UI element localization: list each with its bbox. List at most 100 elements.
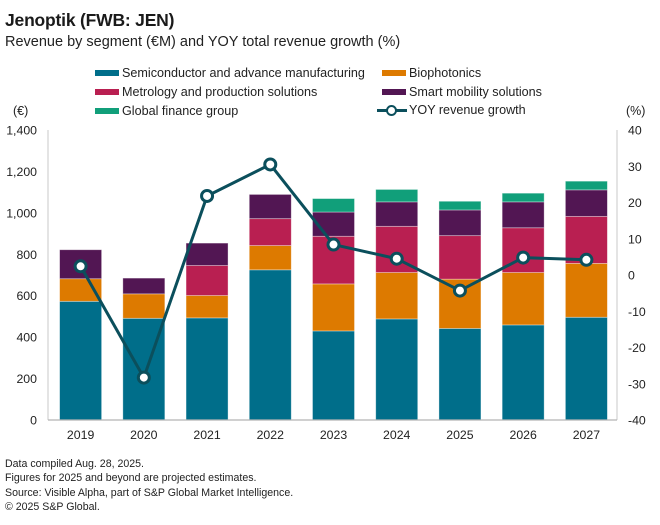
legend-item-yoy-growth: YOY revenue growth bbox=[377, 103, 526, 117]
bar-stack-2020 bbox=[122, 277, 166, 421]
right-axis-ticks: -40 -30 -20 -10 0 10 20 30 40 bbox=[628, 124, 646, 428]
left-axis-tick-label: 1,000 bbox=[6, 206, 37, 220]
bar-stack-2027 bbox=[564, 180, 608, 421]
bar-stack-2019 bbox=[59, 249, 103, 421]
bar-segment bbox=[438, 235, 482, 280]
left-axis-tick-label: 0 bbox=[30, 414, 37, 428]
bar-segment bbox=[564, 189, 608, 217]
right-axis-tick-label: -10 bbox=[628, 305, 646, 319]
yoy-growth-point bbox=[579, 252, 594, 267]
legend-label: YOY revenue growth bbox=[409, 103, 526, 117]
bar-segment bbox=[501, 272, 545, 326]
bar-segment bbox=[312, 283, 355, 332]
legend-swatch-global-finance bbox=[95, 108, 119, 114]
x-axis-tick-label: 2027 bbox=[573, 428, 601, 442]
yoy-growth-point bbox=[200, 188, 215, 203]
yoy-growth-point bbox=[516, 250, 531, 265]
left-axis-ticks: 0 200 400 600 800 1,000 1,200 1,400 bbox=[6, 124, 37, 428]
left-axis-tick-label: 200 bbox=[16, 372, 37, 386]
bar-segment bbox=[312, 211, 355, 237]
bar-segment bbox=[501, 192, 545, 203]
bar-segment bbox=[185, 295, 229, 319]
x-axis-tick-label: 2021 bbox=[193, 428, 221, 442]
x-axis-tick-label: 2019 bbox=[67, 428, 95, 442]
legend-label: Metrology and production solutions bbox=[122, 85, 318, 99]
bar-stacks bbox=[59, 180, 608, 421]
x-axis-tick-label: 2024 bbox=[383, 428, 411, 442]
legend-item-global-finance: Global finance group bbox=[95, 104, 238, 118]
yoy-growth-point bbox=[263, 157, 278, 172]
bar-segment bbox=[564, 316, 608, 421]
legend-item-metrology: Metrology and production solutions bbox=[95, 85, 317, 99]
bar-segment bbox=[185, 242, 229, 266]
bar-segment bbox=[375, 189, 419, 203]
bar-segment bbox=[438, 209, 482, 237]
left-axis-unit: (€) bbox=[13, 104, 29, 118]
bar-segment bbox=[438, 328, 482, 421]
right-axis-tick-label: 40 bbox=[628, 124, 642, 138]
bar-segment bbox=[375, 272, 419, 320]
bar-stack-2022 bbox=[248, 194, 292, 421]
legend-swatch-biophotonics bbox=[382, 70, 406, 76]
left-axis-tick-label: 1,400 bbox=[6, 124, 37, 138]
bar-segment bbox=[312, 198, 355, 213]
bar-stack-2026 bbox=[501, 192, 545, 421]
x-axis-tick-label: 2022 bbox=[257, 428, 285, 442]
right-axis-tick-label: 10 bbox=[628, 232, 642, 246]
bar-segment bbox=[501, 201, 545, 229]
right-axis-tick-label: -20 bbox=[628, 341, 646, 355]
x-axis-tick-label: 2020 bbox=[130, 428, 158, 442]
legend-swatch-semiconductor bbox=[95, 70, 119, 76]
bar-stack-2024 bbox=[375, 189, 419, 421]
bar-segment bbox=[185, 265, 229, 296]
right-axis-tick-label: 20 bbox=[628, 196, 642, 210]
legend-label: Semiconductor and advance manufacturing bbox=[122, 66, 365, 80]
x-axis-labels: 2019 2020 2021 2022 2023 2024 2025 2026 2027 bbox=[67, 428, 600, 442]
yoy-growth-point bbox=[452, 283, 467, 298]
left-axis-tick-label: 1,200 bbox=[6, 165, 37, 179]
bar-segment bbox=[185, 317, 229, 421]
legend-swatch-smart-mobility bbox=[382, 89, 406, 95]
x-axis-tick-label: 2026 bbox=[509, 428, 537, 442]
yoy-growth-point bbox=[326, 237, 341, 252]
bar-segment bbox=[59, 300, 103, 421]
yoy-growth-point bbox=[389, 251, 404, 266]
chart-title: Jenoptik (FWB: JEN) bbox=[5, 10, 175, 30]
bar-segment bbox=[248, 218, 292, 246]
left-axis-tick-label: 600 bbox=[16, 289, 37, 303]
chart-subtitle: Revenue by segment (€M) and YOY total re… bbox=[5, 34, 401, 50]
left-axis-tick-label: 400 bbox=[16, 331, 37, 345]
bar-segment bbox=[375, 201, 419, 227]
footnotes: Data compiled Aug. 28, 2025. Figures for… bbox=[5, 457, 293, 515]
right-axis-tick-label: 30 bbox=[628, 160, 642, 174]
right-axis-tick-label: -30 bbox=[628, 377, 646, 391]
legend-swatch-metrology bbox=[95, 89, 119, 95]
yoy-growth-line bbox=[73, 157, 594, 385]
legend-item-biophotonics: Biophotonics bbox=[382, 66, 481, 80]
bar-segment bbox=[438, 200, 482, 211]
footnote-projection: Figures for 2025 and beyond are projecte… bbox=[5, 472, 257, 485]
bar-segment bbox=[564, 262, 608, 318]
bar-segment bbox=[312, 330, 355, 421]
bar-segment bbox=[501, 324, 545, 421]
bar-segment bbox=[248, 194, 292, 220]
legend-item-smart-mobility: Smart mobility solutions bbox=[382, 85, 542, 99]
footnote-compiled: Data compiled Aug. 28, 2025. bbox=[5, 458, 144, 470]
bar-segment bbox=[248, 245, 292, 271]
left-axis-tick-label: 800 bbox=[16, 248, 37, 262]
bar-segment bbox=[564, 180, 608, 191]
right-axis-unit: (%) bbox=[626, 104, 646, 118]
legend-label: Global finance group bbox=[122, 104, 239, 118]
bar-segment bbox=[122, 277, 166, 295]
legend-line-marker-icon bbox=[377, 104, 407, 116]
right-axis-tick-label: -40 bbox=[628, 414, 646, 428]
bar-stack-2021 bbox=[185, 242, 229, 421]
bar-segment bbox=[122, 293, 166, 319]
legend-label: Biophotonics bbox=[409, 66, 482, 80]
legend-label: Smart mobility solutions bbox=[409, 85, 542, 99]
bar-stack-2025 bbox=[438, 200, 482, 421]
footnote-copyright: © 2025 S&P Global. bbox=[5, 501, 100, 514]
bar-segment bbox=[248, 269, 292, 421]
right-axis-tick-label: 0 bbox=[628, 269, 635, 283]
